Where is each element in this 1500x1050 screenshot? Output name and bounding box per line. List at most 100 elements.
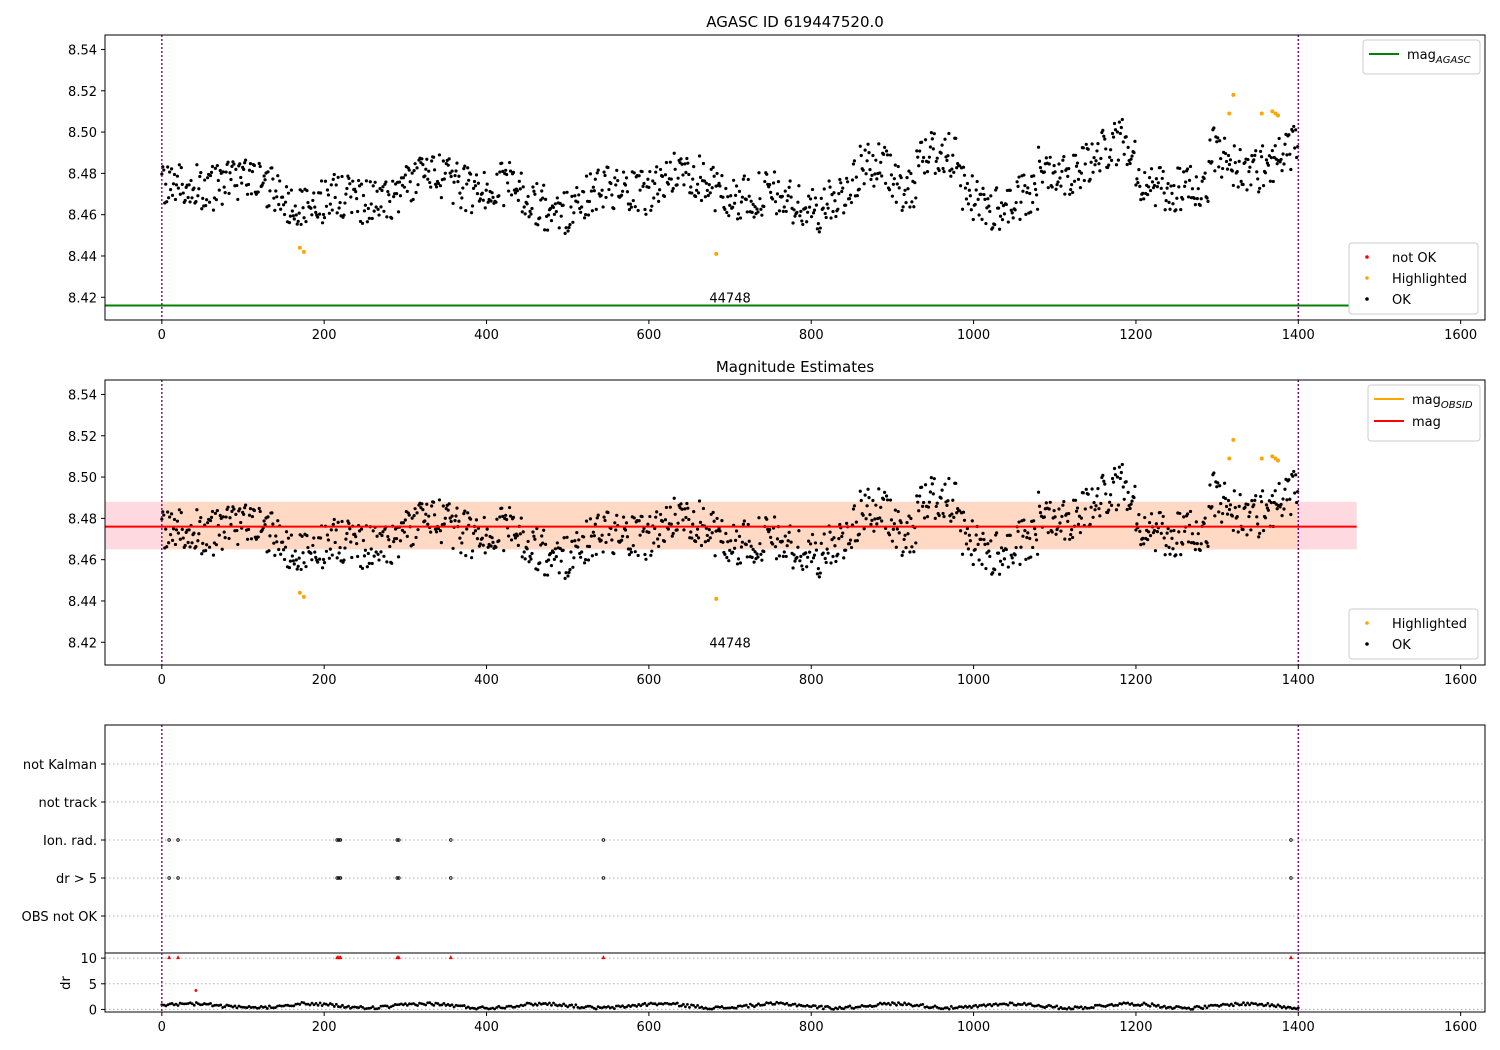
ok-point [1246,502,1250,507]
ok-point [805,220,809,224]
ok-point [174,183,179,187]
dr-point [574,1003,578,1007]
ok-point [164,527,168,531]
ok-point [707,183,711,187]
dr-point [1067,1006,1071,1009]
ok-point [857,532,861,536]
ok-point [563,231,567,235]
dr-point [763,1003,766,1007]
dr-point [458,1004,462,1008]
ok-point [1068,537,1072,541]
magnitude-estimates-frame [104,379,1486,666]
ok-point [1044,156,1048,160]
ok-point [684,515,688,520]
dr-point [982,1003,986,1007]
ok-point [390,216,394,220]
ok-point [939,151,943,155]
highlighted-point [297,590,302,595]
ok-point [427,169,431,173]
ok-point [1235,515,1239,519]
ok-point [1013,208,1017,212]
ok-point [684,170,688,175]
ok-point [1092,500,1096,505]
ok-point [679,502,683,506]
ok-point [375,189,379,193]
ok-point [927,155,932,159]
ok-point [1116,503,1121,507]
ok-point [247,513,252,517]
ok-point [288,214,293,218]
ok-point [874,503,878,507]
ok-point [1194,520,1198,524]
ok-point [313,205,317,209]
ok-point [882,497,886,501]
ok-point [921,504,925,508]
ok-point [553,547,557,551]
ok-point [676,521,680,525]
ok-point [278,179,282,183]
ok-point [883,181,888,185]
ok-point [755,207,759,211]
ok-point [637,174,641,178]
ok-point [196,194,200,198]
ok-point [1218,139,1222,143]
ok-point [1199,542,1203,546]
ok-point [470,204,475,208]
ok-point [982,192,986,197]
ok-point [594,552,598,556]
ok-point [623,183,628,187]
ok-point [859,153,863,158]
ok-point [273,553,277,557]
dr-point [681,1002,685,1006]
ok-point [504,513,508,517]
ok-point [1120,462,1124,467]
ok-point [973,547,977,552]
ok-point [912,550,916,554]
ok-point [411,197,415,202]
ok-point [539,198,543,202]
ok-point [1147,176,1152,180]
ok-point [799,554,803,558]
ok-point [323,179,328,183]
ok-point [755,552,759,556]
ok-point [1154,177,1158,181]
ok-point [624,176,629,180]
ok-point [996,206,1001,210]
agasc-legend-top: magAGASC [1362,39,1481,75]
dr-point [809,1005,813,1009]
ok-point [426,177,430,181]
ok-point [423,519,427,523]
ok-point [817,575,821,579]
ok-point [782,205,786,209]
ok-point [1101,128,1105,132]
ok-point [164,182,168,186]
ok-point [793,559,797,563]
ok-point [1219,156,1223,161]
ok-point [518,187,522,191]
x-tick-label: 800 [799,1020,824,1035]
ok-point [392,539,396,544]
ok-point [1037,159,1042,163]
ok-point [543,573,547,577]
ok-point [1178,511,1182,516]
ok-point [552,557,556,561]
dr-point [223,1005,227,1009]
ok-point [370,561,374,566]
dr-point [1091,1006,1095,1010]
ok-point [1096,142,1100,146]
ok-point [666,527,670,531]
ok-point [955,511,959,515]
ok-point [518,532,522,536]
ok-point [312,191,316,195]
ok-point [746,522,750,527]
x-tick-label: 1000 [957,328,990,343]
ok-point [1111,135,1116,139]
ok-point [429,185,433,189]
ok-point [326,193,330,197]
ok-point [1028,191,1032,196]
ok-point [680,507,684,511]
ok-point [1282,162,1286,166]
ok-point [498,170,502,174]
ok-point [505,172,509,177]
ok-point [433,527,438,531]
